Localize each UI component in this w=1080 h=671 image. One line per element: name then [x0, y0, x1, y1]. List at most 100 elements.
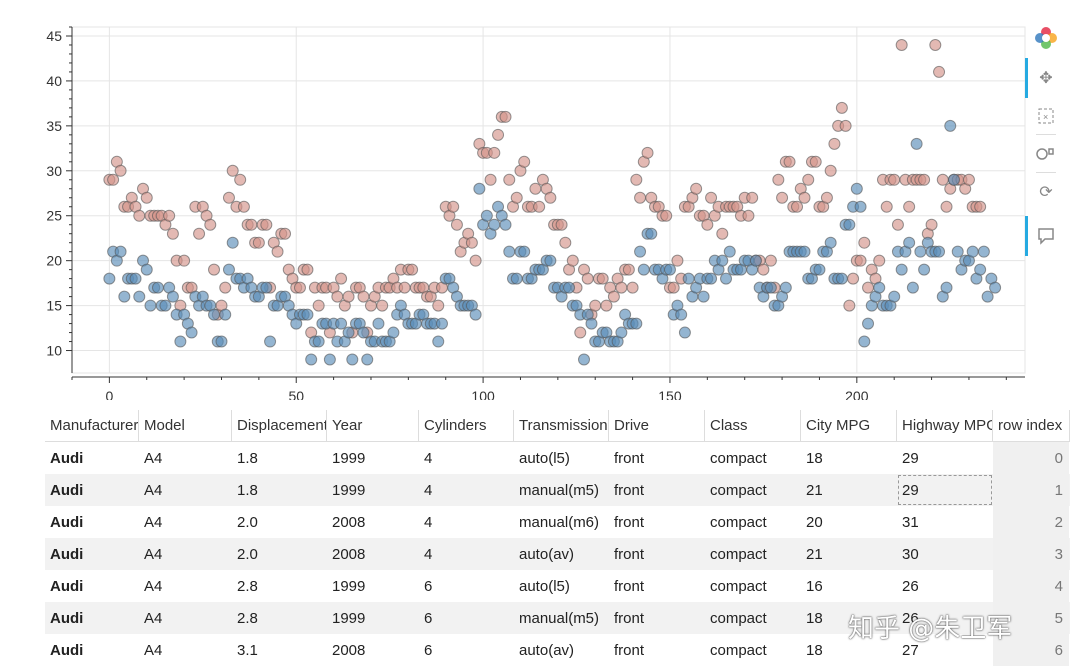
- cell-displacement[interactable]: 2.8: [237, 609, 258, 627]
- cell-city-mpg[interactable]: 20: [806, 513, 823, 531]
- table-row[interactable]: Audi A4 2.8 1999 6 manual(m5) front compact 18 26…: [45, 602, 1070, 634]
- cell-highway-mpg[interactable]: 31: [902, 513, 919, 531]
- column-header-city-mpg[interactable]: City MPG: [801, 410, 897, 442]
- cell-manufacturer[interactable]: Audi: [50, 577, 84, 595]
- cell-manufacturer[interactable]: Audi: [50, 513, 84, 531]
- cell-manufacturer[interactable]: Audi: [50, 481, 84, 499]
- cell-city-mpg[interactable]: 18: [806, 641, 823, 659]
- cell-city-mpg[interactable]: 18: [806, 449, 823, 467]
- column-header-cylinders[interactable]: Cylinders: [419, 410, 514, 442]
- cell-cylinders[interactable]: 6: [424, 577, 433, 595]
- column-header-highway-mpg[interactable]: Highway MPG: [897, 410, 993, 442]
- cell-highway-mpg[interactable]: 27: [902, 641, 919, 659]
- column-header-displacement[interactable]: Displacement: [232, 410, 327, 442]
- cell-class[interactable]: compact: [710, 641, 767, 659]
- cell-model[interactable]: A4: [144, 641, 163, 659]
- cell-cylinders[interactable]: 6: [424, 609, 433, 627]
- cell-city-mpg[interactable]: 21: [806, 545, 823, 563]
- cell-model[interactable]: A4: [144, 513, 163, 531]
- reset-icon[interactable]: ⟳: [1039, 184, 1053, 201]
- table-row[interactable]: Audi A4 1.8 1999 4 manual(m5) front compact 21 29…: [45, 474, 1070, 506]
- cell-class[interactable]: compact: [710, 513, 767, 531]
- cell-drive[interactable]: front: [614, 609, 645, 627]
- cell-drive[interactable]: front: [614, 481, 645, 499]
- cell-drive[interactable]: front: [614, 545, 645, 563]
- table-row[interactable]: Audi A4 3.1 2008 6 auto(av) front compact 18 27 6: [45, 634, 1070, 666]
- cell-displacement[interactable]: 2.0: [237, 513, 258, 531]
- cell-manufacturer[interactable]: Audi: [50, 641, 84, 659]
- cell-cylinders[interactable]: 4: [424, 481, 433, 499]
- cell-drive[interactable]: front: [614, 449, 645, 467]
- highway-mpg-point: [465, 236, 478, 249]
- data-table[interactable]: Manufacturer Model Displacement Year Cylinde…: [45, 410, 1070, 671]
- cell-year[interactable]: 1999: [332, 449, 366, 467]
- cell-class[interactable]: compact: [710, 609, 767, 627]
- cell-displacement[interactable]: 3.1: [237, 641, 258, 659]
- cell-drive[interactable]: front: [614, 577, 645, 595]
- cell-manufacturer[interactable]: Audi: [50, 545, 84, 563]
- cell-year[interactable]: 1999: [332, 577, 366, 595]
- cell-displacement[interactable]: 1.8: [237, 449, 258, 467]
- cell-transmission[interactable]: auto(l5): [519, 449, 570, 467]
- cell-drive[interactable]: front: [614, 513, 645, 531]
- cell-cylinders[interactable]: 4: [424, 545, 433, 563]
- cell-model[interactable]: A4: [144, 545, 163, 563]
- cell-city-mpg[interactable]: 21: [806, 481, 823, 499]
- table-row[interactable]: Audi A4 2.0 2008 4 manual(m6) front compact 20 31…: [45, 506, 1070, 538]
- cell-model[interactable]: A4: [144, 481, 163, 499]
- column-header-transmission[interactable]: Transmission: [514, 410, 609, 442]
- cell-transmission[interactable]: auto(av): [519, 641, 575, 659]
- table-row[interactable]: Audi A4 2.8 1999 6 auto(l5) front compact 16 26 4: [45, 570, 1070, 602]
- cell-model[interactable]: A4: [144, 609, 163, 627]
- cell-manufacturer[interactable]: Audi: [50, 609, 84, 627]
- column-header-drive[interactable]: Drive: [609, 410, 705, 442]
- cell-class[interactable]: compact: [710, 481, 767, 499]
- x-tick-label: 0: [105, 388, 113, 400]
- cell-class[interactable]: compact: [710, 449, 767, 467]
- cell-year[interactable]: 1999: [332, 609, 366, 627]
- cell-cylinders[interactable]: 4: [424, 449, 433, 467]
- cell-highway-mpg[interactable]: 30: [902, 545, 919, 563]
- cell-transmission[interactable]: auto(l5): [519, 577, 570, 595]
- column-header-class[interactable]: Class: [705, 410, 801, 442]
- wheel-zoom-icon[interactable]: [1034, 142, 1058, 166]
- table-row[interactable]: Audi A4 2.0 2008 4 auto(av) front compact 21 30 3: [45, 538, 1070, 570]
- cell-displacement[interactable]: 2.8: [237, 577, 258, 595]
- pan-icon[interactable]: ✥: [1039, 70, 1053, 87]
- cell-highway-mpg[interactable]: 29: [902, 449, 919, 467]
- cell-city-mpg[interactable]: 16: [806, 577, 823, 595]
- table-row[interactable]: Audi A4 1.8 1999 4 auto(l5) front compact 18 29 0: [45, 442, 1070, 474]
- cell-drive[interactable]: front: [614, 641, 645, 659]
- cell-cylinders[interactable]: 6: [424, 641, 433, 659]
- cell-transmission[interactable]: auto(av): [519, 545, 575, 563]
- bokeh-logo-icon[interactable]: [1034, 26, 1058, 50]
- highway-mpg-point: [271, 245, 284, 258]
- cell-class[interactable]: compact: [710, 545, 767, 563]
- hover-icon[interactable]: [1034, 224, 1058, 248]
- cell-transmission[interactable]: manual(m5): [519, 481, 600, 499]
- column-header-manufacturer[interactable]: Manufacturer: [45, 410, 139, 442]
- cell-highway-mpg[interactable]: 26: [902, 609, 919, 627]
- scatter-plot[interactable]: 10 15 20 25 30 35 40 45 0 50 100 150 200: [0, 0, 1030, 400]
- cell-displacement[interactable]: 1.8: [237, 481, 258, 499]
- cell-manufacturer[interactable]: Audi: [50, 449, 84, 467]
- cell-year[interactable]: 1999: [332, 481, 366, 499]
- cell-displacement[interactable]: 2.0: [237, 545, 258, 563]
- cell-cylinders[interactable]: 4: [424, 513, 433, 531]
- box-zoom-icon[interactable]: ×: [1034, 104, 1058, 128]
- city-mpg-point: [563, 281, 576, 294]
- cell-model[interactable]: A4: [144, 449, 163, 467]
- cell-city-mpg[interactable]: 18: [806, 609, 823, 627]
- cell-highway-mpg[interactable]: 26: [902, 577, 919, 595]
- cell-class[interactable]: compact: [710, 577, 767, 595]
- column-header-model[interactable]: Model: [139, 410, 232, 442]
- cell-year[interactable]: 2008: [332, 641, 366, 659]
- cell-transmission[interactable]: manual(m5): [519, 609, 600, 627]
- cell-year[interactable]: 2008: [332, 545, 366, 563]
- cell-highway-mpg[interactable]: 29: [897, 474, 993, 506]
- cell-year[interactable]: 2008: [332, 513, 366, 531]
- cell-transmission[interactable]: manual(m6): [519, 513, 600, 531]
- column-header-year[interactable]: Year: [327, 410, 419, 442]
- cell-model[interactable]: A4: [144, 577, 163, 595]
- column-header-row-index[interactable]: row index: [993, 410, 1070, 442]
